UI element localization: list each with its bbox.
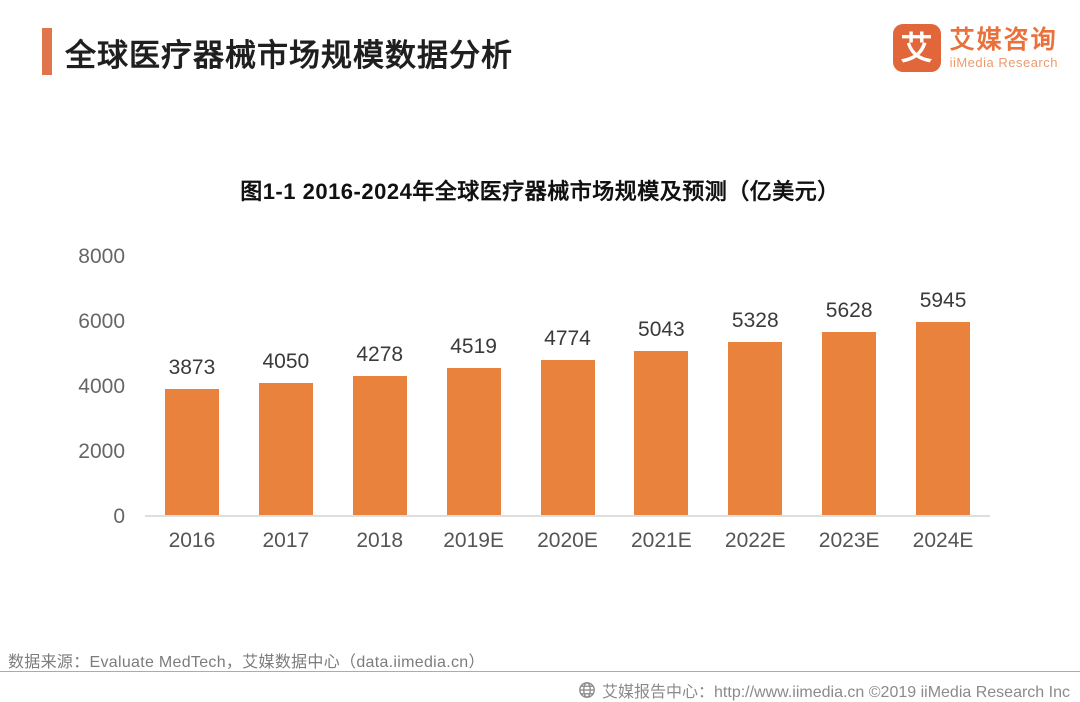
y-axis-label-2000: 2000 — [78, 440, 125, 463]
bar-2022E — [728, 342, 783, 515]
data-source-note: 数据来源：Evaluate MedTech，艾媒数据中心（data.iimedi… — [8, 654, 485, 671]
iimedia-logo-icon: 艾 — [892, 24, 941, 72]
bar-value-2023E: 5628 — [825, 299, 873, 322]
logo-name-en: iiMedia Research — [949, 54, 1058, 70]
bar-value-2017: 4050 — [262, 350, 310, 373]
x-axis-label-2020E: 2020E — [537, 529, 598, 552]
y-axis-label-0: 0 — [113, 505, 125, 528]
bar-2020E — [540, 360, 595, 515]
bar-2017 — [258, 383, 313, 515]
bar-value-2020E: 4774 — [544, 327, 591, 350]
bar-value-2018: 4278 — [356, 343, 404, 366]
bar-value-2021E: 5043 — [638, 318, 685, 341]
x-axis-label-2024E: 2024E — [912, 529, 974, 552]
bar-2024E — [916, 322, 971, 515]
title-accent-bar — [42, 28, 52, 75]
x-axis-label-2016: 2016 — [168, 529, 216, 552]
y-axis-label-4000: 4000 — [78, 375, 125, 398]
bar-2019E — [446, 368, 501, 515]
chart-title: 图1-1 2016-2024年全球医疗器械市场规模及预测（亿美元） — [240, 179, 840, 204]
y-axis-label-6000: 6000 — [78, 310, 125, 333]
page-title: 全球医疗器械市场规模数据分析 — [65, 38, 513, 73]
bar-value-2022E: 5328 — [731, 309, 779, 332]
plot-area: 3873 2016 4050 2017 4278 2018 4519 2019E 4774 202… — [78, 245, 990, 552]
y-axis-label-8000: 8000 — [78, 245, 125, 268]
iimedia-logo: 艾 艾媒咨询 iiMedia Research — [892, 24, 1058, 72]
globe-icon — [579, 682, 595, 698]
bar-2021E — [634, 351, 689, 515]
bar-value-2024E: 5945 — [919, 289, 967, 312]
bar-value-2019E: 4519 — [450, 335, 497, 358]
x-axis-label-2018: 2018 — [356, 529, 404, 552]
bar-2016 — [164, 389, 219, 515]
bar-2023E — [822, 332, 877, 515]
footer: 艾媒报告中心：http://www.iimedia.cn ©2019 iiMed… — [578, 678, 1070, 702]
bar-2018 — [352, 376, 407, 515]
x-axis-label-2022E: 2022E — [724, 529, 786, 552]
bar-value-2016: 3873 — [168, 356, 216, 379]
logo-text: 艾媒咨询 iiMedia Research — [950, 26, 1058, 70]
x-axis-label-2017: 2017 — [262, 529, 310, 552]
x-axis-label-2021E: 2021E — [631, 529, 692, 552]
logo-name-cn: 艾媒咨询 — [949, 26, 1058, 55]
footer-text: 艾媒报告中心：http://www.iimedia.cn ©2019 iiMed… — [602, 684, 1070, 701]
x-axis-label-2019E: 2019E — [443, 529, 504, 552]
footer-divider — [0, 671, 1080, 672]
x-axis-label-2023E: 2023E — [818, 529, 880, 552]
